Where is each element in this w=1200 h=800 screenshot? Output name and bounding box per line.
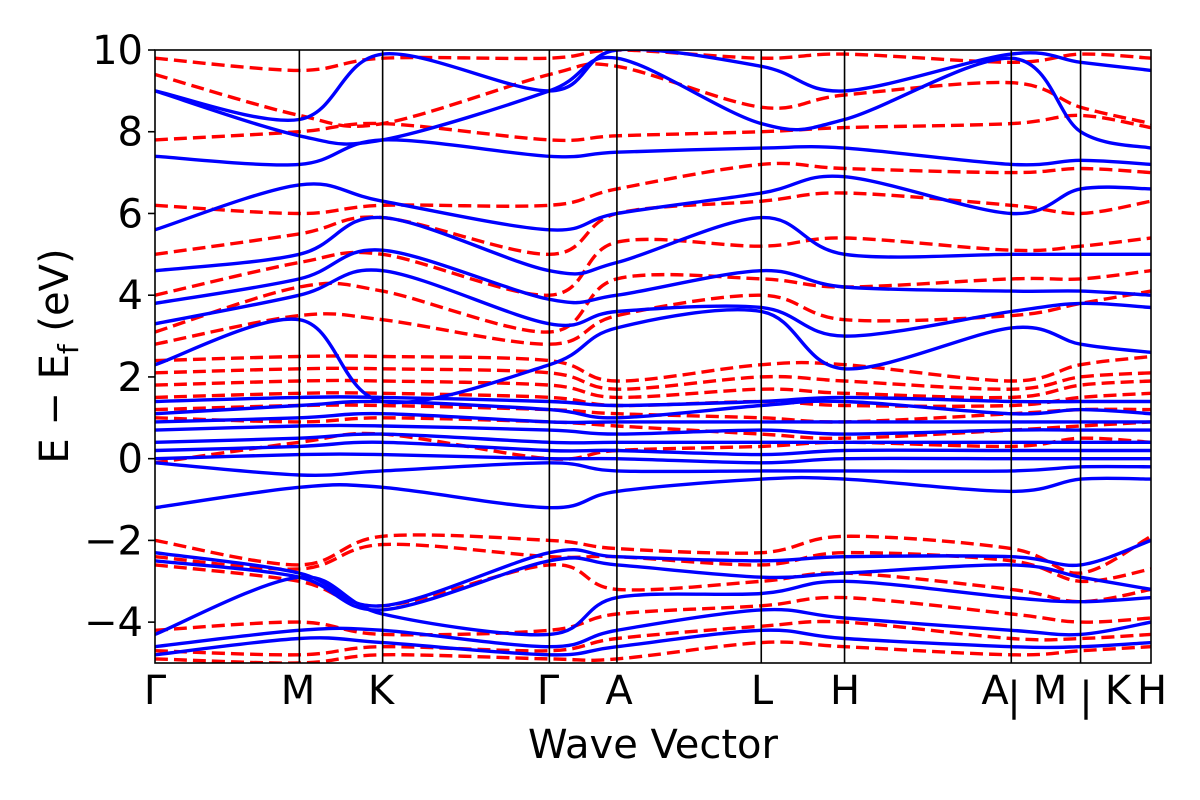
dashed-band-1 (155, 416, 1151, 441)
solid-band-9 (155, 308, 1151, 405)
dashed-band-13 (155, 62, 1151, 129)
x-tick-label: A (605, 668, 633, 714)
y-axis-title-main: E − E (32, 354, 78, 464)
y-tick-label: 4 (118, 273, 143, 319)
dashed-band-10 (155, 191, 1151, 257)
y-tick-label: 8 (118, 110, 143, 156)
solid-band-12 (155, 215, 1151, 276)
solid-band-17 (155, 538, 1151, 608)
dashed-band-5 (155, 366, 1151, 391)
dashed-band-15 (155, 533, 1151, 575)
dashed-band-4 (155, 378, 1151, 400)
x-tick-label: K (1105, 668, 1133, 714)
high-symmetry-lines (298, 50, 1082, 663)
x-axis-title: Wave Vector (528, 722, 779, 768)
x-axis: Γ M K Γ A L H A| M | K H (144, 668, 1167, 720)
solid-band-10 (155, 268, 1151, 338)
x-tick-label: H (1137, 668, 1167, 714)
solid-band-8 (155, 395, 1151, 408)
x-tick-label: | (1007, 674, 1020, 720)
solid-band-0 (155, 475, 1151, 510)
solid-band-2 (155, 452, 1151, 465)
dashed-band-6 (155, 354, 1151, 383)
dashed-band-12 (155, 113, 1151, 143)
x-tick-label: K (368, 668, 396, 714)
y-tick-label: 0 (118, 437, 143, 483)
y-axis-title: E − Ef (eV) (32, 248, 85, 463)
y-tick-label: 6 (118, 191, 143, 237)
x-tick-label: M (1033, 668, 1068, 714)
y-axis-title-unit: (eV) (32, 248, 78, 344)
solid-band-21 (155, 628, 1151, 657)
dashed-band-8 (155, 269, 1151, 334)
x-tick-label: A (981, 668, 1009, 714)
y-axis: −4 −2 0 2 4 6 8 10 (84, 28, 155, 646)
y-tick-label: 10 (92, 28, 143, 74)
solid-band-7 (155, 399, 1151, 420)
x-tick-label: M (281, 668, 316, 714)
solid-band-3 (155, 440, 1151, 457)
x-tick-label: | (1079, 674, 1092, 720)
x-tick-label: H (830, 668, 860, 714)
x-tick-label: Γ (144, 668, 167, 714)
dashed-band-7 (155, 289, 1151, 346)
solid-band-18 (155, 556, 1151, 612)
solid-band-6 (155, 411, 1151, 425)
solid-band-11 (155, 248, 1151, 306)
y-tick-label: −4 (84, 600, 143, 646)
solid-band-15 (155, 55, 1151, 150)
dashed-band-11 (155, 161, 1151, 216)
y-tick-label: 2 (118, 355, 143, 401)
x-tick-label: Γ (537, 668, 560, 714)
dashed-band-20 (155, 640, 1151, 663)
dashed-band-18 (155, 595, 1151, 637)
solid-band-16 (155, 50, 1151, 122)
solid-band-13 (155, 174, 1151, 232)
solid-band-4 (155, 432, 1151, 445)
y-axis-title-subscript: f (52, 343, 85, 354)
y-tick-label: −2 (84, 518, 143, 564)
dashed-band-19 (155, 619, 1151, 657)
solid-band-20 (155, 607, 1151, 649)
solid-band-14 (155, 138, 1151, 167)
plot-frame (154, 49, 1152, 664)
solid-band-19 (155, 575, 1151, 637)
x-tick-label: L (751, 668, 774, 714)
dashed-band-17 (155, 563, 1151, 608)
dashed-band-9 (155, 236, 1151, 297)
solid-band-1 (155, 461, 1151, 478)
band-lines (155, 50, 1151, 663)
solid-band-5 (155, 423, 1151, 436)
